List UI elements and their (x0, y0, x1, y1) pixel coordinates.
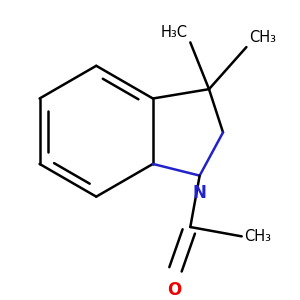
Text: CH₃: CH₃ (244, 229, 271, 244)
Text: CH₃: CH₃ (249, 30, 276, 45)
Text: O: O (167, 281, 181, 299)
Text: H₃C: H₃C (161, 25, 188, 40)
Text: N: N (193, 184, 207, 202)
